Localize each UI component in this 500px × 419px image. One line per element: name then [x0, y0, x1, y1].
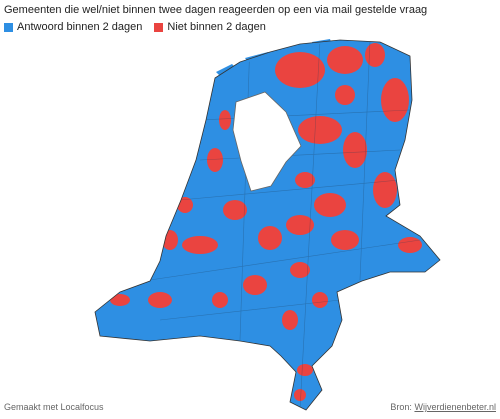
legend: Antwoord binnen 2 dagen Niet binnen 2 da… — [4, 21, 266, 33]
title: Gemeenten die wel/niet binnen twee dagen… — [4, 4, 428, 16]
legend-item: Antwoord binnen 2 dagen — [4, 21, 142, 33]
legend-swatch — [154, 22, 164, 32]
borders — [149, 40, 421, 410]
legend-item: Niet binnen 2 dagen — [154, 21, 266, 33]
legend-label: Antwoord binnen 2 dagen — [17, 21, 143, 33]
legend-swatch — [4, 22, 13, 32]
source-label: Bron: — [390, 402, 412, 412]
source: Bron: Wijverdienenbeter.nl — [390, 402, 496, 412]
legend-label: Niet binnen 2 dagen — [167, 21, 266, 33]
country-outline — [94, 39, 441, 411]
regions-not-answered — [110, 43, 422, 401]
credit: Gemaakt met Localfocus — [4, 402, 104, 412]
lake — [232, 91, 302, 192]
source-link[interactable]: Wijverdienenbeter.nl — [414, 402, 496, 412]
municipalities — [95, 40, 440, 410]
